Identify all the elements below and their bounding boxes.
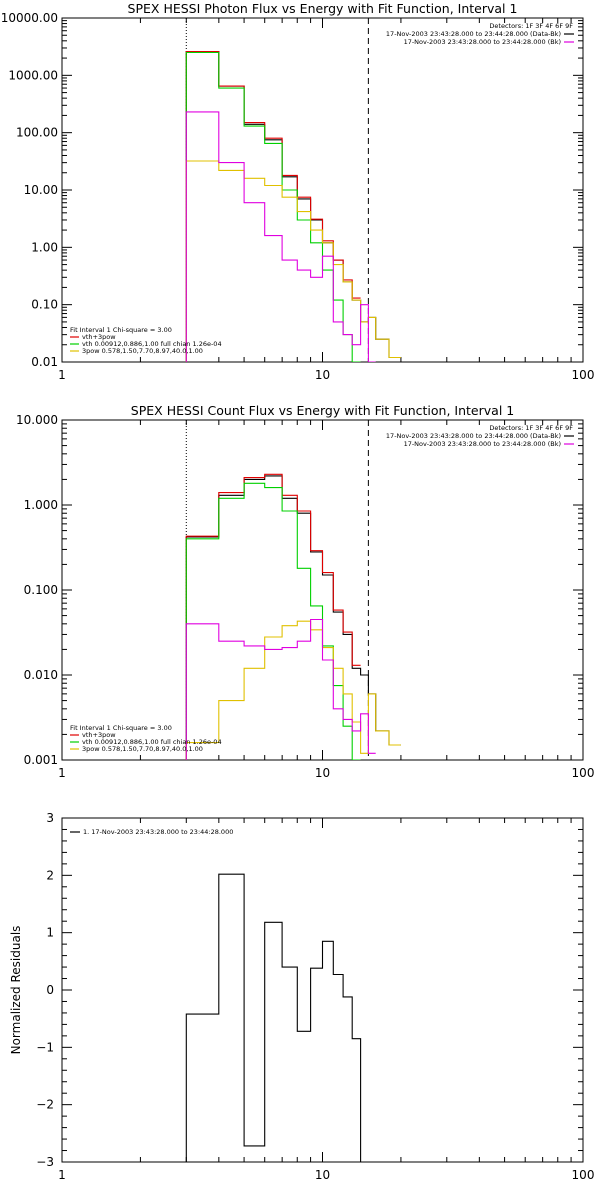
- legend-entry-label: 3pow 0.578,1.50,7.70,8.97,40.0,1.00: [82, 745, 203, 753]
- y-tick-label: 2: [46, 868, 54, 882]
- x-tick-label: 100: [572, 766, 595, 780]
- y-tick-label: 100.00: [16, 126, 58, 140]
- series-line-4: [185, 618, 376, 760]
- chart-title: SPEX HESSI Count Flux vs Energy with Fit…: [131, 403, 514, 418]
- chart-title: SPEX HESSI Photon Flux vs Energy with Fi…: [128, 1, 518, 16]
- legend-entry-label: 17-Nov-2003 23:43:28.000 to 23:44:28.000…: [404, 440, 561, 448]
- y-tick-label: 1.000: [24, 498, 58, 512]
- plot-frame: [61, 17, 584, 363]
- series-line-2: [185, 482, 361, 760]
- x-tick-label: 1: [58, 1168, 66, 1182]
- y-tick-label: 0.010: [24, 668, 58, 682]
- y-tick-label: 0.001: [24, 753, 58, 767]
- legend-entry-label: vth+3pow: [82, 731, 116, 739]
- y-tick-label: 10000.00: [1, 11, 58, 25]
- series-line-4: [185, 111, 376, 362]
- x-tick-label: 10: [315, 766, 330, 780]
- y-tick-label: 0.01: [31, 355, 58, 369]
- y-tick-label: 10.000: [16, 413, 58, 427]
- y-tick-label: −2: [36, 1098, 54, 1112]
- x-tick-label: 10: [315, 368, 330, 382]
- legend-entry-label: vth 0.00912,0.886,1.00 full chian 1.26e-…: [82, 738, 222, 746]
- legend-entry-label: 17-Nov-2003 23:43:28.000 to 23:44:28.000…: [404, 38, 561, 46]
- y-tick-label: −1: [36, 1040, 54, 1054]
- legend-entry-label: 3pow 0.578,1.50,7.70,8.97,40.0,1.00: [82, 347, 203, 355]
- x-tick-label: 1: [58, 368, 66, 382]
- y-tick-label: 3: [46, 811, 54, 825]
- y-tick-label: 1.00: [31, 240, 58, 254]
- legend-header: Detectors: 1F 3F 4F 6F 9F: [489, 424, 573, 432]
- y-tick-label: 0: [46, 983, 54, 997]
- x-tick-label: 1: [58, 766, 66, 780]
- legend-header: Detectors: 1F 3F 4F 6F 9F: [489, 22, 573, 30]
- legend-entry-label: vth+3pow: [82, 333, 116, 341]
- legend-header: Fit Interval 1 Chi-square = 3.00: [70, 326, 172, 334]
- series-line-0: [185, 873, 369, 1162]
- x-tick-label: 100: [572, 368, 595, 382]
- y-tick-label: 1: [46, 926, 54, 940]
- legend-entry-label: 1. 17-Nov-2003 23:43:28.000 to 23:44:28.…: [83, 828, 233, 836]
- series-line-1: [185, 50, 361, 362]
- y-axis-label: Normalized Residuals: [9, 926, 23, 1055]
- legend-entry-label: 17-Nov-2003 23:43:28.000 to 23:44:28.000…: [386, 432, 561, 440]
- y-tick-label: −3: [36, 1155, 54, 1169]
- plot-frame: [61, 419, 584, 761]
- legend-entry-label: vth 0.00912,0.886,1.00 full chian 1.26e-…: [82, 340, 222, 348]
- plot-frame: [61, 817, 584, 1163]
- x-tick-label: 100: [572, 1168, 595, 1182]
- legend-entry-label: 17-Nov-2003 23:43:28.000 to 23:44:28.000…: [386, 30, 561, 38]
- legend-header: Fit Interval 1 Chi-square = 3.00: [70, 724, 172, 732]
- y-tick-label: 10.00: [24, 183, 58, 197]
- x-tick-label: 10: [315, 1168, 330, 1182]
- y-tick-label: 0.10: [31, 298, 58, 312]
- y-tick-label: 1000.00: [8, 68, 58, 82]
- y-tick-label: 0.100: [24, 583, 58, 597]
- series-line-2: [185, 51, 361, 362]
- series-line-1: [185, 473, 361, 760]
